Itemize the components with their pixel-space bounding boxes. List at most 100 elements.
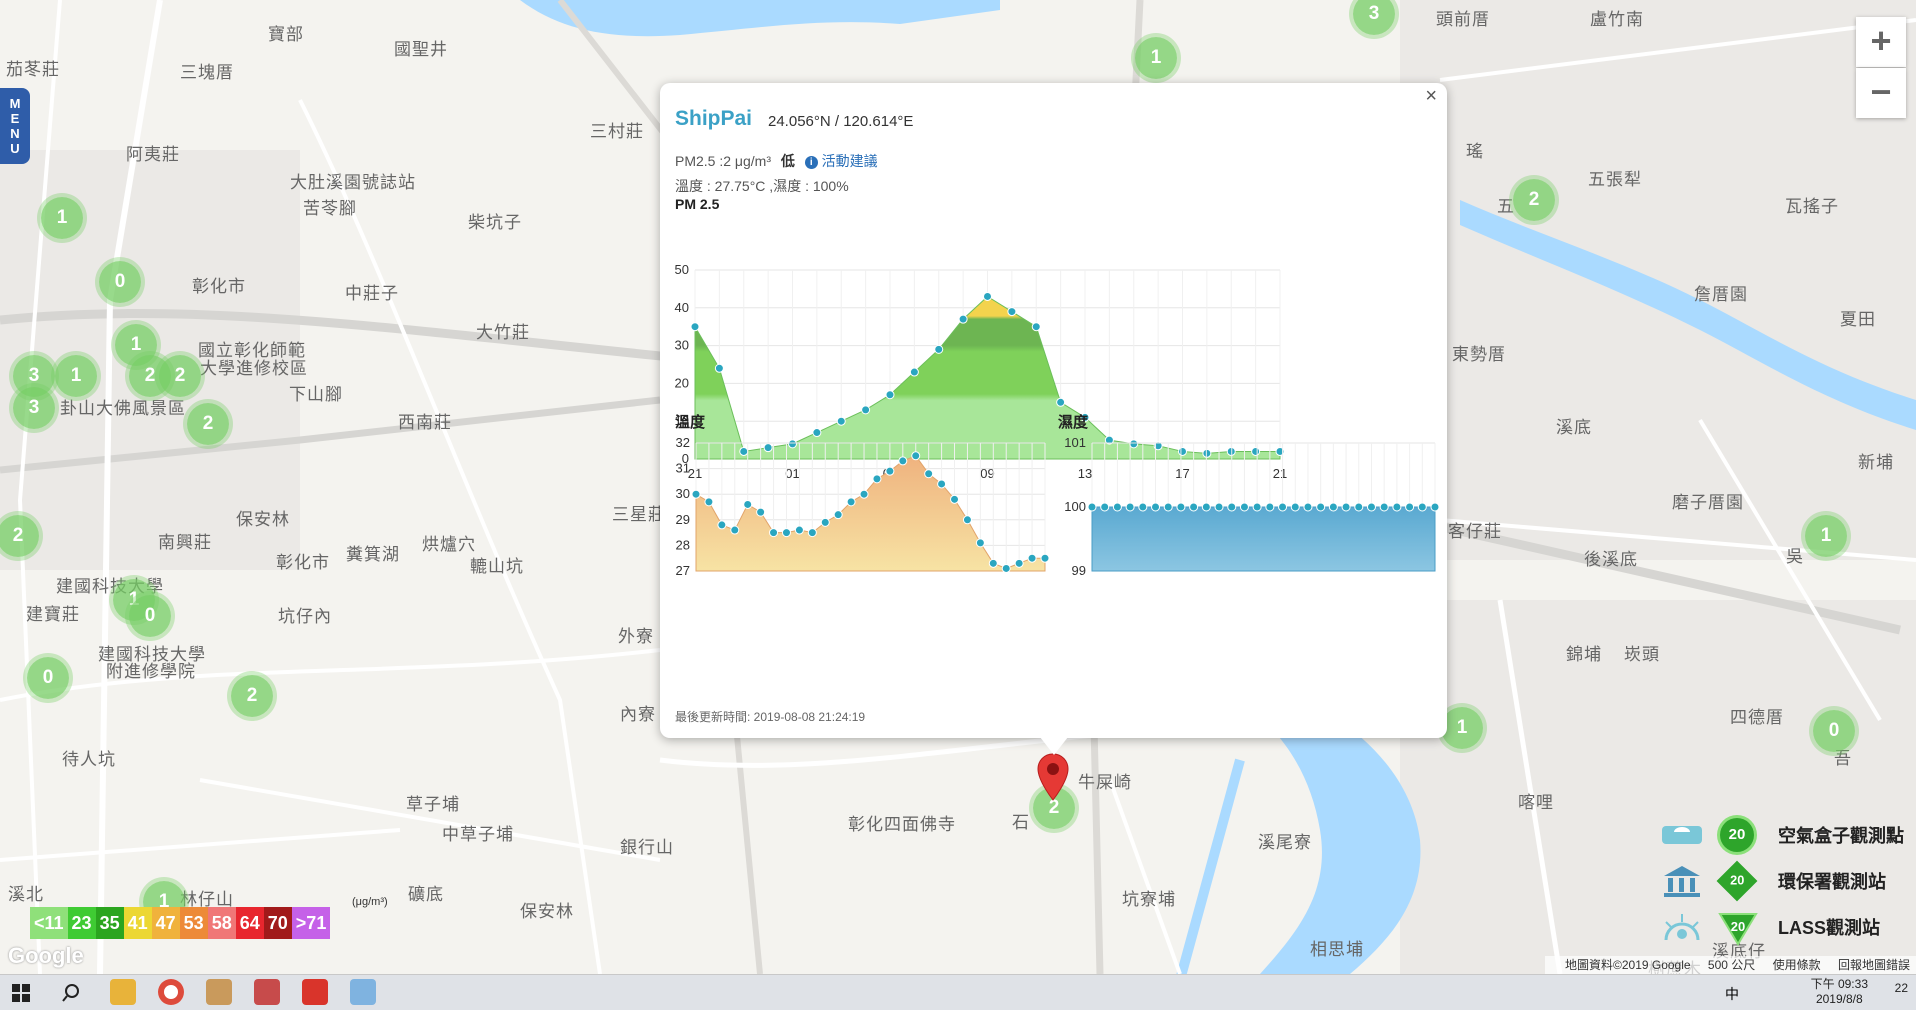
station-cluster[interactable]: 0 [1813, 710, 1855, 752]
data-point [690, 322, 700, 332]
x-tick-label: 21 [688, 466, 702, 481]
place-label: 三星莊 [612, 505, 666, 524]
place-label: 吳 [1786, 547, 1804, 566]
place-label: 頭前厝 [1436, 10, 1490, 29]
place-label: 喀哩 [1518, 793, 1554, 812]
station-cluster[interactable]: 0 [129, 595, 171, 637]
data-point [730, 525, 740, 535]
activity-advice-link[interactable]: i 活動建議 [804, 153, 878, 169]
place-label: 溪北 [8, 885, 44, 904]
windows-start-icon[interactable] [12, 984, 30, 1002]
station-cluster[interactable]: 2 [187, 403, 229, 445]
station-cluster[interactable]: 2 [231, 675, 273, 717]
airbox-badge: 20 [1720, 818, 1754, 852]
place-label: 國立彰化師範 [198, 341, 306, 360]
windows-taskbar: 中 下午 09:33 2019/8/8 22 [0, 974, 1916, 1010]
ime-indicator[interactable]: 中 [1725, 986, 1739, 1002]
station-cluster[interactable]: 1 [55, 355, 97, 397]
data-point [909, 367, 919, 377]
station-marker-icon[interactable] [1036, 752, 1070, 802]
x-tick-label: 01 [785, 466, 799, 481]
pm-chart-title: PM 2.5 [675, 196, 720, 212]
place-label: 銀行山 [620, 838, 674, 857]
station-cluster[interactable]: 3 [1353, 0, 1395, 35]
data-point [1014, 558, 1024, 568]
lass-badge: 20 [1718, 913, 1758, 946]
legend-bin: >71 [291, 907, 331, 939]
app-icon[interactable] [206, 979, 232, 1005]
y-tick-label: 100 [1064, 499, 1086, 514]
station-cluster[interactable]: 0 [99, 261, 141, 303]
data-point [1202, 448, 1212, 458]
data-point [861, 405, 871, 415]
place-label: 五 [1497, 197, 1515, 216]
app-icon[interactable] [254, 979, 280, 1005]
chrome-icon[interactable] [158, 979, 184, 1005]
legend-bin: <11 [30, 907, 68, 939]
zoom-in-button[interactable]: + [1856, 17, 1906, 67]
place-label: 錦埔 [1566, 645, 1602, 664]
data-point [836, 416, 846, 426]
data-point [1201, 502, 1211, 512]
legend-bin: 47 [151, 907, 180, 939]
station-cluster[interactable]: 2 [1513, 179, 1555, 221]
y-tick-label: 101 [1064, 435, 1086, 450]
data-point [1056, 397, 1066, 407]
terms-link[interactable]: 使用條款 [1772, 958, 1821, 972]
place-label: 四德厝 [1730, 708, 1784, 727]
place-label: 彰化市 [276, 553, 330, 572]
app-icon[interactable] [302, 979, 328, 1005]
place-label: 糞箕湖 [346, 545, 400, 564]
lass-label: LASS觀測站 [1778, 918, 1881, 938]
place-label: 林仔山 [180, 890, 234, 909]
station-cluster[interactable]: 1 [41, 197, 83, 239]
data-point [924, 469, 934, 479]
place-label: 轆山坑 [470, 557, 524, 576]
place-label: 客仔莊 [1448, 522, 1502, 541]
close-icon[interactable]: × [1425, 85, 1437, 107]
data-point [1265, 502, 1275, 512]
lass-icon [1664, 914, 1700, 941]
place-label: 瑤 [1466, 142, 1484, 161]
data-point [1163, 502, 1173, 512]
x-tick-label: 13 [1078, 466, 1092, 481]
y-tick-label: 10 [675, 413, 689, 428]
data-point [859, 489, 869, 499]
data-point [833, 510, 843, 520]
place-label: 中草子埔 [442, 825, 514, 844]
station-cluster[interactable]: 1 [1805, 515, 1847, 557]
file-explorer-icon[interactable] [110, 979, 136, 1005]
app-icon[interactable] [350, 979, 376, 1005]
station-cluster[interactable]: 1 [1441, 707, 1483, 749]
place-label: 坑仔內 [278, 607, 332, 626]
place-label: 建國科技大學 [98, 645, 206, 664]
station-cluster[interactable]: 0 [27, 657, 69, 699]
y-tick-label: 40 [675, 300, 689, 315]
data-point [1189, 502, 1199, 512]
clock[interactable]: 下午 09:33 2019/8/8 [1811, 977, 1868, 1007]
place-label: 彰化四面佛寺 [848, 815, 956, 834]
report-error-link[interactable]: 回報地圖錯誤 [1837, 958, 1910, 972]
data-point [1125, 502, 1135, 512]
zoom-out-button[interactable]: − [1856, 68, 1906, 118]
place-label: 保安林 [520, 902, 574, 921]
y-tick-label: 50 [675, 262, 689, 277]
data-point [950, 494, 960, 504]
legend-bin: 41 [123, 907, 152, 939]
place-label: 待人坑 [62, 750, 116, 769]
notification-icon[interactable]: 22 [1894, 981, 1908, 995]
place-label: 阿夷莊 [126, 145, 180, 164]
pm-value-text: PM2.5 :2 μg/m³ [675, 153, 771, 169]
station-cluster[interactable]: 1 [1135, 37, 1177, 79]
station-cluster[interactable]: 2 [0, 515, 39, 557]
station-cluster[interactable]: 2 [159, 355, 201, 397]
data-point [1087, 502, 1097, 512]
search-icon[interactable] [62, 984, 80, 1002]
data-point [983, 291, 992, 301]
temp-humidity-text: 溫度 : 27.75°C ,濕度 : 100% [675, 178, 849, 194]
activity-advice-label[interactable]: 活動建議 [821, 153, 878, 169]
station-cluster[interactable]: 3 [13, 387, 55, 429]
place-label: 寶部 [268, 25, 304, 44]
data-point [1151, 502, 1161, 512]
